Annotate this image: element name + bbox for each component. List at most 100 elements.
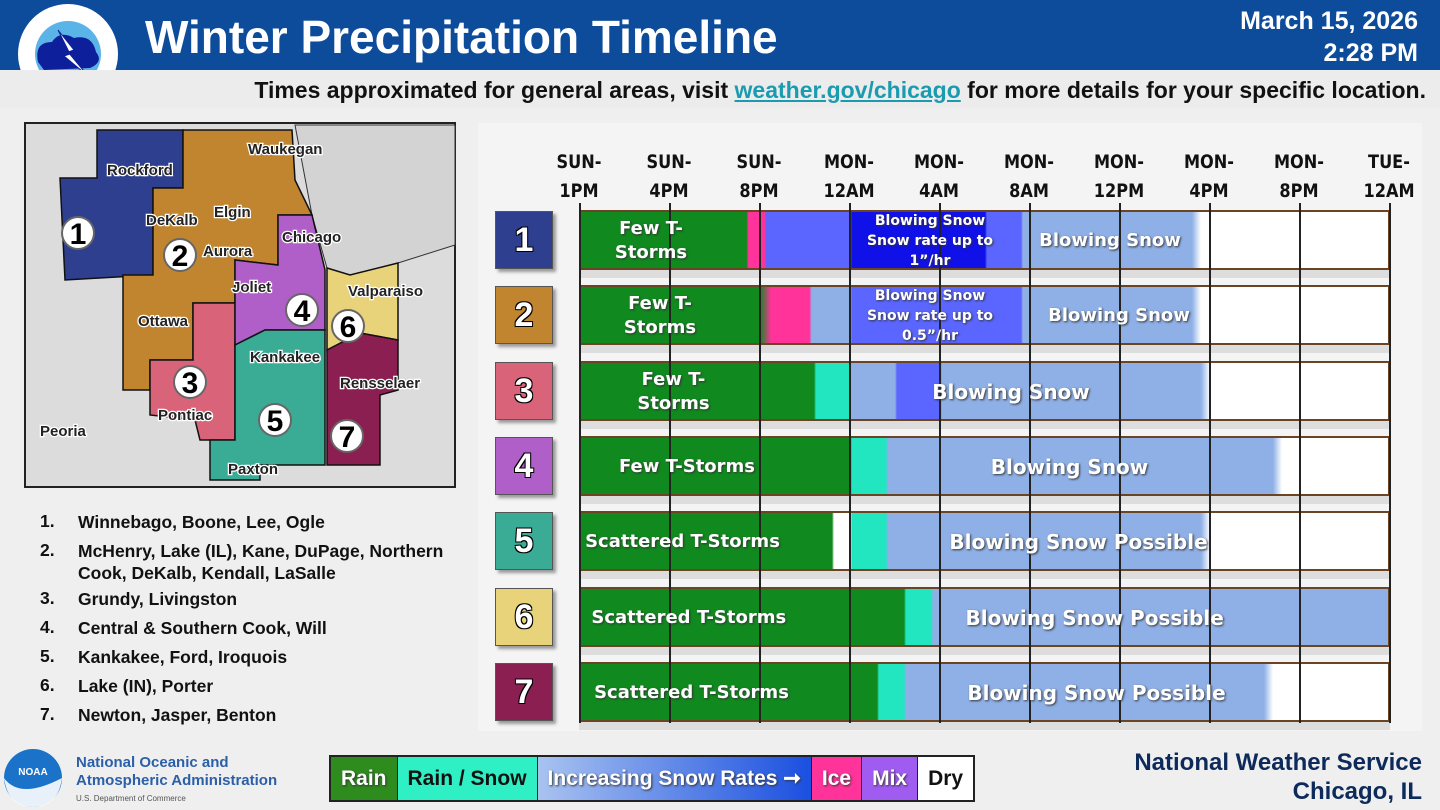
zone-marker-1: 1 <box>61 216 95 251</box>
zone-badge: 2 <box>495 286 553 345</box>
precip-segment-ice <box>748 212 766 268</box>
zone-list-item: 3. Grundy, Livingston <box>40 584 458 613</box>
zone-list-counties: Winnebago, Boone, Lee, Ogle <box>78 512 325 532</box>
tick-day: MON- <box>1183 151 1235 173</box>
zone-list-counties: McHenry, Lake (IL), Kane, DuPage, Northe… <box>78 541 444 583</box>
page-title: Winter Precipitation Timeline <box>145 11 778 63</box>
precip-segment-snow-mid <box>766 212 852 268</box>
tick-time: 12PM <box>1093 180 1145 202</box>
noaa-line: Atmospheric Administration <box>76 772 278 789</box>
time-tick-label: MON- 4PM <box>1171 148 1248 206</box>
city-label: Joliet <box>232 279 271 296</box>
zone-county-list: 1. Winnebago, Boone, Lee, Ogle 2. McHenry, … <box>40 507 458 729</box>
zone-timeline-row <box>579 285 1390 346</box>
segment-label: Few T- Storms <box>623 293 697 339</box>
nws-name: National Weather Service <box>1134 749 1422 776</box>
precip-segment-rain-snow <box>815 363 851 419</box>
row-spacer <box>579 495 1390 504</box>
tick-day: MON- <box>1003 151 1055 173</box>
zone-badge: 5 <box>495 512 553 571</box>
precip-segment-rain-snow <box>878 664 905 720</box>
zone-list-number: 4. <box>40 617 55 637</box>
zone-marker-2: 2 <box>163 238 197 273</box>
city-label: Rockford <box>107 162 173 179</box>
noaa-name: National Oceanic and Atmospheric Administ… <box>76 754 277 808</box>
zone-list-number: 5. <box>40 646 55 666</box>
precip-legend: Rain Rain / Snow Increasing Snow Rates ➞ Ic… <box>329 755 976 802</box>
city-label: Chicago <box>282 229 341 246</box>
city-label: Elgin <box>214 204 251 221</box>
time-tick-label: SUN- 1PM <box>541 148 618 206</box>
tick-time: 4AM <box>919 180 959 202</box>
tick-day: MON- <box>913 151 965 173</box>
precip-segment-rain-snow <box>851 438 887 494</box>
zone-badge: 3 <box>495 361 553 420</box>
zone-list-item: 5. Kankakee, Ford, Iroquois <box>40 642 458 671</box>
precip-segment-ice <box>770 287 811 343</box>
tick-time: 8AM <box>1009 180 1049 202</box>
zone-list-counties: Grundy, Livingston <box>78 589 238 609</box>
time-gridline <box>1299 203 1301 723</box>
segment-label: Blowing Snow Possible <box>967 680 1226 705</box>
zone-badge: 6 <box>495 587 553 646</box>
zone-number: 3 <box>182 367 199 400</box>
tick-day: MON- <box>1093 151 1145 173</box>
noaa-line: National Oceanic and <box>76 754 229 771</box>
zone-marker-7: 7 <box>330 419 364 454</box>
tick-day: TUE- <box>1368 151 1410 173</box>
zone-list-counties: Newton, Jasper, Benton <box>78 705 277 725</box>
zone-marker-4: 4 <box>285 293 319 328</box>
issued-datetime: March 15, 2026 2:28 PM <box>1240 5 1418 69</box>
time-tick-label: MON- 12PM <box>1081 148 1158 206</box>
zone-timeline-row <box>579 435 1390 496</box>
nws-office: National Weather Service Chicago, IL <box>1134 748 1422 806</box>
website-link[interactable]: weather.gov/chicago <box>734 77 961 103</box>
segment-label: Blowing Snow Snow rate up to 0.5”/hr <box>866 288 994 345</box>
zone-list-number: 3. <box>40 588 55 608</box>
segment-label: Few T- Storms <box>614 218 688 263</box>
row-spacer <box>579 345 1390 354</box>
legend-item-dry: Dry <box>918 757 974 800</box>
segment-label: Few T- Storms <box>637 368 710 414</box>
zone-list-counties: Lake (IN), Porter <box>78 676 214 696</box>
segment-label: Few T-Storms <box>618 455 756 477</box>
zone-badge: 7 <box>495 662 553 721</box>
tick-time: 8PM <box>739 180 779 202</box>
city-label: Kankakee <box>250 349 320 366</box>
zone-marker-5: 5 <box>258 403 292 438</box>
tick-time: 4PM <box>649 180 689 202</box>
zone-timeline-row <box>579 360 1390 421</box>
zone-badge: 4 <box>495 436 553 495</box>
precip-segment-snow-light <box>811 287 852 343</box>
noaa-department: U.S. Department of Commerce <box>76 794 186 803</box>
time-gridline <box>849 203 851 723</box>
zone-list-number: 6. <box>40 675 55 695</box>
tick-day: MON- <box>823 151 875 173</box>
subtitle-bar <box>0 70 1440 108</box>
time-gridline <box>759 203 761 723</box>
issued-date: March 15, 2026 <box>1240 7 1418 35</box>
time-tick-label: MON- 8AM <box>991 148 1068 206</box>
time-gridline <box>1389 203 1391 723</box>
time-tick-label: SUN- 8PM <box>721 148 798 206</box>
tick-day: SUN- <box>646 151 692 173</box>
issued-time: 2:28 PM <box>1323 39 1418 67</box>
zone-list-counties: Kankakee, Ford, Iroquois <box>78 647 288 667</box>
subtitle: Times approximated for general areas, vi… <box>254 77 1426 104</box>
zone-list-item: 2. McHenry, Lake (IL), Kane, DuPage, Nort… <box>40 536 458 584</box>
city-label: Rensselaer <box>340 375 420 392</box>
tick-day: MON- <box>1273 151 1325 173</box>
segment-label: Scattered T-Storms <box>585 531 780 553</box>
zone-marker-6: 6 <box>331 309 365 344</box>
zone-list-number: 7. <box>40 704 55 724</box>
noaa-logo: NOAA <box>4 749 62 807</box>
zone-badge: 1 <box>495 211 553 269</box>
zone-list-counties: Central & Southern Cook, Will <box>78 618 327 638</box>
tick-time: 4PM <box>1189 180 1229 202</box>
zone-number: 1 <box>70 218 87 251</box>
row-spacer <box>579 420 1390 429</box>
time-gridline <box>1029 203 1031 723</box>
segment-label: Blowing Snow <box>932 379 1090 404</box>
precip-segment-rain-snow <box>851 513 887 569</box>
legend-item-increasing: Increasing Snow Rates ➞ <box>537 757 812 800</box>
